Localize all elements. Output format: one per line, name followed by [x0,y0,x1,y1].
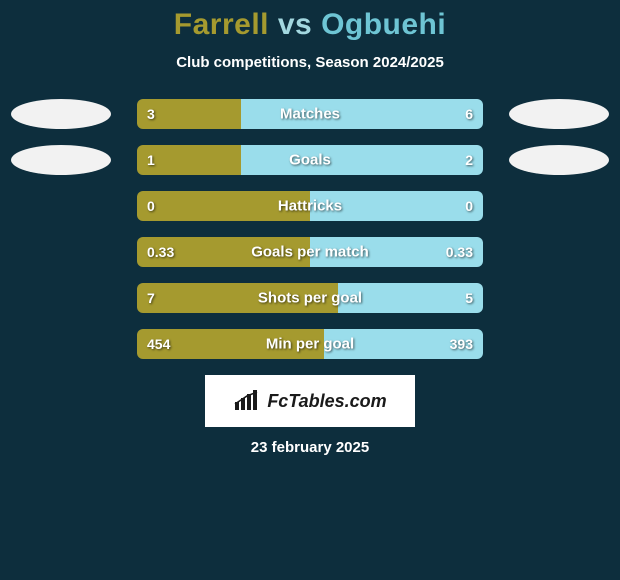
stat-value-left: 7 [147,290,155,306]
stat-value-left: 0.33 [147,244,174,260]
stat-row: 3 6 Matches [0,99,620,129]
avatar-right [509,99,609,129]
stat-value-right: 0 [465,198,473,214]
page-title: Farrell vs Ogbuehi [0,8,620,42]
stats-list: 3 6 Matches 1 2 Goals 0 0 Hattricks 0.33 0.33 Goals… [0,99,620,359]
stat-label: Goals per match [251,244,369,261]
stat-label: Shots per goal [258,290,362,307]
title-vs: vs [278,8,312,41]
stat-label: Matches [280,106,340,123]
stat-bar: 3 6 Matches [137,99,483,129]
stat-bar: 0.33 0.33 Goals per match [137,237,483,267]
stat-bar: 454 393 Min per goal [137,329,483,359]
logo-text: FcTables.com [267,391,386,412]
avatar-left [11,99,111,129]
stat-value-right: 2 [465,152,473,168]
title-player-right: Ogbuehi [321,8,446,41]
avatar-right [509,145,609,175]
bar-right-fill [241,145,483,175]
stat-value-left: 3 [147,106,155,122]
stat-value-left: 1 [147,152,155,168]
comparison-container: Farrell vs Ogbuehi Club competitions, Se… [0,0,620,456]
bar-right-fill [241,99,483,129]
stat-value-left: 454 [147,336,170,352]
stat-bar: 1 2 Goals [137,145,483,175]
stat-label: Hattricks [278,198,342,215]
stat-row: 0 0 Hattricks [0,191,620,221]
subtitle: Club competitions, Season 2024/2025 [0,54,620,71]
stat-row: 1 2 Goals [0,145,620,175]
stat-label: Min per goal [266,336,354,353]
stat-value-right: 5 [465,290,473,306]
stat-row: 0.33 0.33 Goals per match [0,237,620,267]
stat-label: Goals [289,152,331,169]
stat-bar: 0 0 Hattricks [137,191,483,221]
stat-bar: 7 5 Shots per goal [137,283,483,313]
stat-value-left: 0 [147,198,155,214]
stat-value-right: 0.33 [446,244,473,260]
stat-row: 7 5 Shots per goal [0,283,620,313]
stat-row: 454 393 Min per goal [0,329,620,359]
chart-icon [233,390,261,412]
date-label: 23 february 2025 [0,439,620,456]
avatar-left [11,145,111,175]
title-player-left: Farrell [174,8,269,41]
stat-value-right: 393 [450,336,473,352]
stat-value-right: 6 [465,106,473,122]
logo-box: FcTables.com [205,375,415,427]
